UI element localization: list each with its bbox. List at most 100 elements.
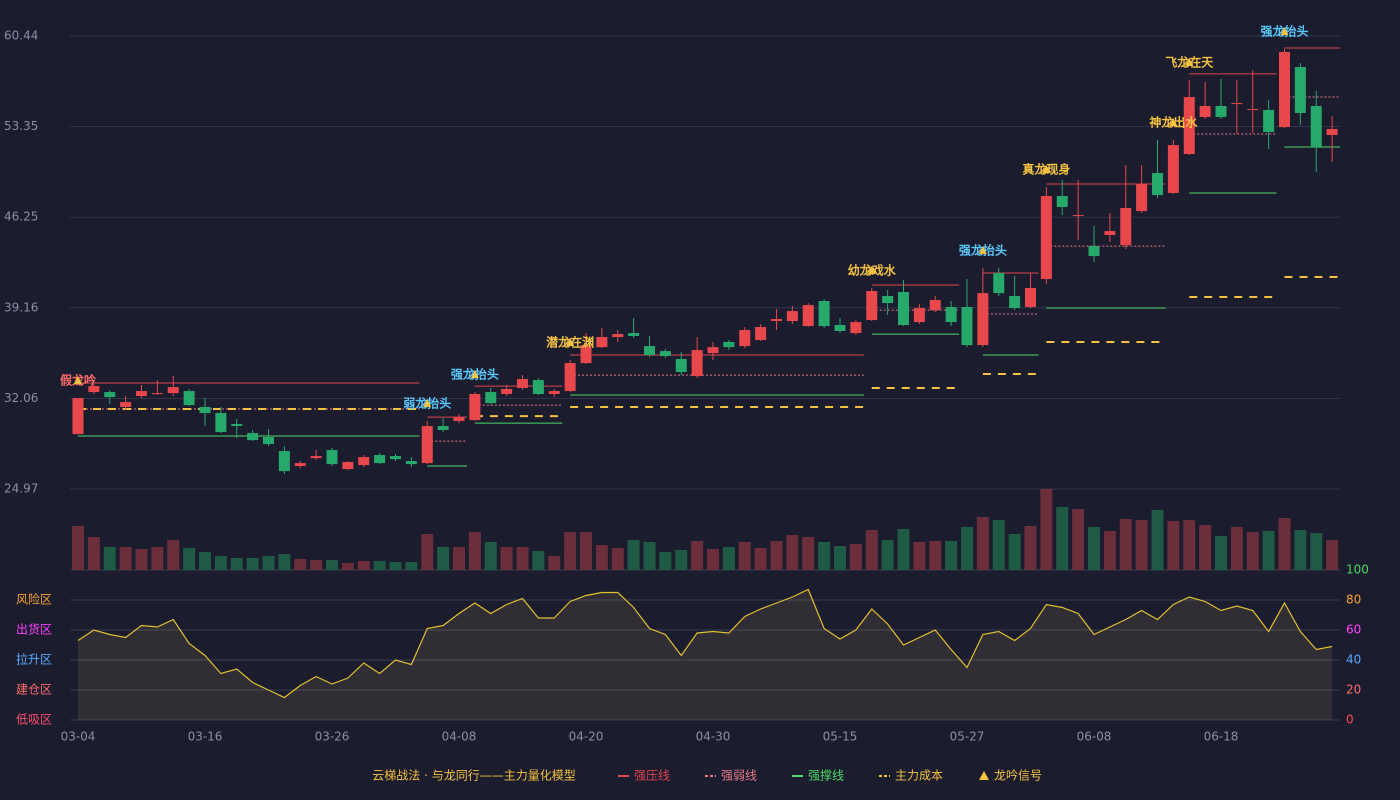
signal-marker [1169, 117, 1178, 126]
candle-body [437, 426, 449, 430]
candle-body [183, 391, 195, 406]
candle-body [405, 461, 417, 465]
candle-body [151, 393, 163, 395]
candle-body [739, 329, 751, 347]
y2-tick-label: 60 [1346, 623, 1361, 637]
volume-bar [865, 530, 878, 570]
volume-bar [675, 550, 688, 570]
volume-bar [389, 562, 402, 570]
volume-bar [929, 541, 942, 570]
volume-bar [834, 546, 846, 570]
candle-body [723, 342, 735, 348]
candle-body [1040, 196, 1052, 280]
candle-body [247, 433, 259, 441]
volume-bar [659, 552, 672, 570]
volume-bar [151, 547, 164, 570]
candle-body [1199, 105, 1211, 117]
volume-bar [1008, 534, 1021, 570]
candle-body [818, 301, 830, 327]
volume-bar [1040, 489, 1053, 570]
volume-bar [564, 532, 577, 570]
signal-marker [566, 338, 575, 347]
signal-marker [1042, 164, 1051, 173]
y-tick-label: 39.16 [4, 300, 38, 314]
candle-body [707, 347, 719, 354]
volume-bar [881, 540, 894, 570]
volume-bar [405, 562, 418, 570]
volume-bar [167, 540, 180, 570]
volume-bar [707, 549, 719, 570]
candle-body [72, 398, 84, 435]
y-tick-label: 53.35 [4, 119, 38, 133]
volume-bar [611, 548, 624, 570]
volume-bar [849, 544, 862, 570]
zone-label: 风险区 [16, 592, 52, 607]
volume-bar [421, 534, 434, 570]
candle-body [215, 413, 227, 433]
candle-body [834, 325, 846, 332]
volume-bar [945, 541, 958, 570]
volume-bar [119, 547, 132, 570]
volume-bar [532, 551, 545, 570]
volume-bar [1072, 509, 1085, 570]
candle-body [88, 386, 100, 393]
volume-bar [214, 556, 227, 570]
indicator-area [78, 589, 1333, 720]
x-tick-label: 03-16 [188, 730, 223, 744]
volume-bar [294, 559, 307, 570]
volume-bar [326, 560, 338, 570]
volume-bar [595, 545, 608, 570]
candle-body [517, 379, 528, 388]
x-tick-label: 03-04 [61, 730, 96, 744]
legend-title: 云梯战法 · 与龙同行——主力量化模型 [372, 769, 575, 783]
volume-bar [754, 548, 767, 570]
candle-body [167, 387, 179, 394]
volume-bar [183, 548, 196, 570]
candle-body [612, 334, 624, 338]
candle-body [1263, 109, 1275, 133]
x-tick-label: 05-15 [823, 730, 858, 744]
volume-bar [1278, 518, 1291, 570]
volume-bar [516, 547, 529, 570]
volume-bar [643, 542, 656, 570]
x-tick-label: 04-08 [442, 730, 477, 744]
x-tick-label: 04-20 [569, 730, 604, 744]
candle-body [358, 457, 370, 466]
candle-body [644, 346, 655, 356]
volume-bar [1103, 531, 1116, 570]
volume-bar [341, 563, 354, 570]
volume-bar [548, 556, 561, 570]
volume-bar [262, 556, 275, 570]
legend-label: 龙吟信号 [994, 768, 1042, 783]
candle-body [342, 462, 354, 470]
candle-body [390, 456, 401, 460]
volume-bar [1199, 525, 1212, 570]
legend-marker [979, 771, 989, 780]
legend-label: 强弱线 [721, 769, 757, 783]
candle-body [1294, 67, 1306, 114]
candle-body [691, 350, 703, 377]
candle-body [1152, 173, 1163, 196]
volume-bar [1024, 526, 1037, 570]
volume-bar [373, 561, 386, 570]
candle-body [374, 455, 386, 464]
candle-body [1072, 215, 1084, 217]
volume-bar [738, 542, 751, 570]
legend-label: 主力成本 [895, 769, 943, 783]
candle-body [485, 392, 497, 404]
indicator-line [77, 588, 1333, 699]
candle-body [755, 327, 767, 341]
y-tick-label: 32.06 [4, 391, 38, 405]
x-tick-label: 06-18 [1204, 730, 1239, 744]
candle-body [866, 291, 878, 321]
y2-tick-label: 100 [1346, 563, 1369, 577]
volume-bar [1119, 519, 1132, 570]
candles [72, 49, 1338, 475]
candle-body [771, 319, 782, 322]
y-tick-label: 46.25 [4, 210, 38, 224]
y-tick-label: 24.97 [4, 482, 38, 496]
legend: 云梯战法 · 与龙同行——主力量化模型 强压线 强弱线 强撑线 主力成本 龙吟信号 [372, 768, 1042, 783]
volume-bar [1183, 520, 1196, 570]
